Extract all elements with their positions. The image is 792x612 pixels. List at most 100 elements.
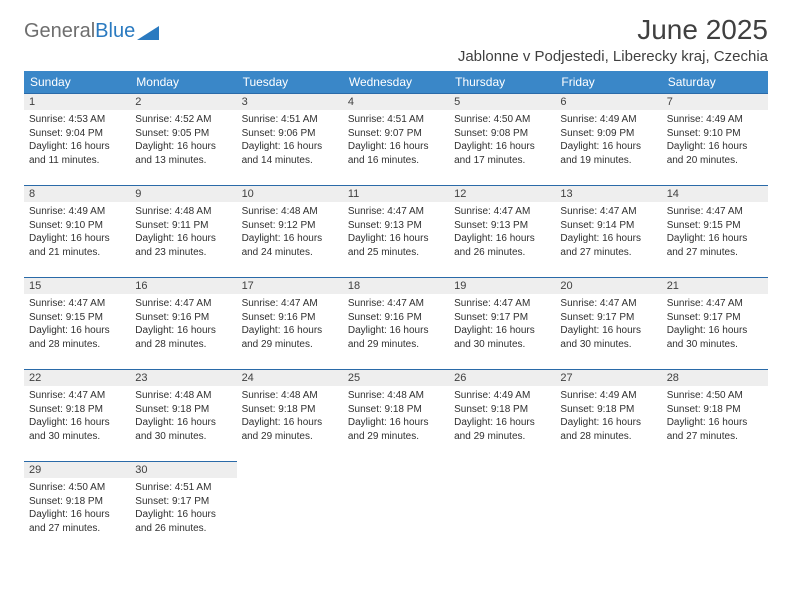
day-cell: 22Sunrise: 4:47 AMSunset: 9:18 PMDayligh… [24,370,130,462]
day-cell: 5Sunrise: 4:50 AMSunset: 9:08 PMDaylight… [449,94,555,186]
day-cell: 28Sunrise: 4:50 AMSunset: 9:18 PMDayligh… [662,370,768,462]
day-details: Sunrise: 4:50 AMSunset: 9:08 PMDaylight:… [449,110,555,171]
weekday-header: Monday [130,71,236,94]
day-details: Sunrise: 4:50 AMSunset: 9:18 PMDaylight:… [662,386,768,447]
day-cell: 26Sunrise: 4:49 AMSunset: 9:18 PMDayligh… [449,370,555,462]
day-number: 14 [662,186,768,202]
empty-cell [449,462,555,554]
day-cell: 20Sunrise: 4:47 AMSunset: 9:17 PMDayligh… [555,278,661,370]
day-number: 25 [343,370,449,386]
day-details: Sunrise: 4:47 AMSunset: 9:18 PMDaylight:… [24,386,130,447]
day-number: 4 [343,94,449,110]
day-cell: 15Sunrise: 4:47 AMSunset: 9:15 PMDayligh… [24,278,130,370]
day-cell: 30Sunrise: 4:51 AMSunset: 9:17 PMDayligh… [130,462,236,554]
day-number: 6 [555,94,661,110]
day-number: 28 [662,370,768,386]
day-details: Sunrise: 4:47 AMSunset: 9:16 PMDaylight:… [343,294,449,355]
weekday-header: Saturday [662,71,768,94]
day-cell: 4Sunrise: 4:51 AMSunset: 9:07 PMDaylight… [343,94,449,186]
day-cell: 17Sunrise: 4:47 AMSunset: 9:16 PMDayligh… [237,278,343,370]
day-cell: 27Sunrise: 4:49 AMSunset: 9:18 PMDayligh… [555,370,661,462]
day-cell: 19Sunrise: 4:47 AMSunset: 9:17 PMDayligh… [449,278,555,370]
day-details: Sunrise: 4:47 AMSunset: 9:17 PMDaylight:… [662,294,768,355]
weekday-header: Friday [555,71,661,94]
day-number: 21 [662,278,768,294]
header: GeneralBlue June 2025 Jablonne v Podjest… [24,14,768,65]
day-number: 11 [343,186,449,202]
day-number: 19 [449,278,555,294]
day-details: Sunrise: 4:48 AMSunset: 9:18 PMDaylight:… [343,386,449,447]
day-cell: 21Sunrise: 4:47 AMSunset: 9:17 PMDayligh… [662,278,768,370]
day-cell: 24Sunrise: 4:48 AMSunset: 9:18 PMDayligh… [237,370,343,462]
title-block: June 2025 Jablonne v Podjestedi, Liberec… [458,14,768,65]
day-number: 16 [130,278,236,294]
weekday-header: Sunday [24,71,130,94]
day-number: 15 [24,278,130,294]
day-cell: 7Sunrise: 4:49 AMSunset: 9:10 PMDaylight… [662,94,768,186]
day-number: 17 [237,278,343,294]
empty-cell [555,462,661,554]
day-cell: 29Sunrise: 4:50 AMSunset: 9:18 PMDayligh… [24,462,130,554]
calendar-week-row: 15Sunrise: 4:47 AMSunset: 9:15 PMDayligh… [24,278,768,370]
day-cell: 12Sunrise: 4:47 AMSunset: 9:13 PMDayligh… [449,186,555,278]
day-number: 9 [130,186,236,202]
calendar-week-row: 29Sunrise: 4:50 AMSunset: 9:18 PMDayligh… [24,462,768,554]
day-number: 30 [130,462,236,478]
day-number: 22 [24,370,130,386]
logo-triangle-icon [137,24,159,40]
day-number: 26 [449,370,555,386]
day-number: 23 [130,370,236,386]
day-number: 5 [449,94,555,110]
weekday-header: Tuesday [237,71,343,94]
day-cell: 10Sunrise: 4:48 AMSunset: 9:12 PMDayligh… [237,186,343,278]
day-details: Sunrise: 4:47 AMSunset: 9:15 PMDaylight:… [662,202,768,263]
day-details: Sunrise: 4:47 AMSunset: 9:16 PMDaylight:… [237,294,343,355]
day-number: 7 [662,94,768,110]
day-number: 13 [555,186,661,202]
day-number: 2 [130,94,236,110]
day-details: Sunrise: 4:49 AMSunset: 9:18 PMDaylight:… [555,386,661,447]
day-details: Sunrise: 4:51 AMSunset: 9:06 PMDaylight:… [237,110,343,171]
day-details: Sunrise: 4:48 AMSunset: 9:18 PMDaylight:… [237,386,343,447]
day-number: 18 [343,278,449,294]
day-cell: 18Sunrise: 4:47 AMSunset: 9:16 PMDayligh… [343,278,449,370]
logo-text-blue: Blue [95,20,135,43]
day-details: Sunrise: 4:50 AMSunset: 9:18 PMDaylight:… [24,478,130,539]
weekday-header-row: SundayMondayTuesdayWednesdayThursdayFrid… [24,71,768,94]
location-text: Jablonne v Podjestedi, Liberecky kraj, C… [458,48,768,65]
weekday-header: Thursday [449,71,555,94]
calendar-table: SundayMondayTuesdayWednesdayThursdayFrid… [24,71,768,554]
day-cell: 3Sunrise: 4:51 AMSunset: 9:06 PMDaylight… [237,94,343,186]
day-details: Sunrise: 4:47 AMSunset: 9:17 PMDaylight:… [449,294,555,355]
day-number: 12 [449,186,555,202]
day-cell: 2Sunrise: 4:52 AMSunset: 9:05 PMDaylight… [130,94,236,186]
calendar-week-row: 8Sunrise: 4:49 AMSunset: 9:10 PMDaylight… [24,186,768,278]
day-cell: 14Sunrise: 4:47 AMSunset: 9:15 PMDayligh… [662,186,768,278]
day-cell: 16Sunrise: 4:47 AMSunset: 9:16 PMDayligh… [130,278,236,370]
day-details: Sunrise: 4:47 AMSunset: 9:16 PMDaylight:… [130,294,236,355]
day-number: 1 [24,94,130,110]
day-cell: 9Sunrise: 4:48 AMSunset: 9:11 PMDaylight… [130,186,236,278]
weekday-header: Wednesday [343,71,449,94]
day-cell: 23Sunrise: 4:48 AMSunset: 9:18 PMDayligh… [130,370,236,462]
day-details: Sunrise: 4:51 AMSunset: 9:17 PMDaylight:… [130,478,236,539]
day-details: Sunrise: 4:47 AMSunset: 9:13 PMDaylight:… [343,202,449,263]
day-cell: 25Sunrise: 4:48 AMSunset: 9:18 PMDayligh… [343,370,449,462]
day-number: 10 [237,186,343,202]
day-cell: 11Sunrise: 4:47 AMSunset: 9:13 PMDayligh… [343,186,449,278]
day-details: Sunrise: 4:51 AMSunset: 9:07 PMDaylight:… [343,110,449,171]
day-number: 27 [555,370,661,386]
day-details: Sunrise: 4:49 AMSunset: 9:10 PMDaylight:… [24,202,130,263]
day-details: Sunrise: 4:47 AMSunset: 9:13 PMDaylight:… [449,202,555,263]
day-details: Sunrise: 4:49 AMSunset: 9:10 PMDaylight:… [662,110,768,171]
day-details: Sunrise: 4:47 AMSunset: 9:15 PMDaylight:… [24,294,130,355]
day-number: 8 [24,186,130,202]
day-cell: 8Sunrise: 4:49 AMSunset: 9:10 PMDaylight… [24,186,130,278]
day-number: 3 [237,94,343,110]
day-number: 20 [555,278,661,294]
day-details: Sunrise: 4:48 AMSunset: 9:11 PMDaylight:… [130,202,236,263]
day-details: Sunrise: 4:47 AMSunset: 9:14 PMDaylight:… [555,202,661,263]
day-cell: 1Sunrise: 4:53 AMSunset: 9:04 PMDaylight… [24,94,130,186]
month-title: June 2025 [458,14,768,46]
day-details: Sunrise: 4:48 AMSunset: 9:12 PMDaylight:… [237,202,343,263]
